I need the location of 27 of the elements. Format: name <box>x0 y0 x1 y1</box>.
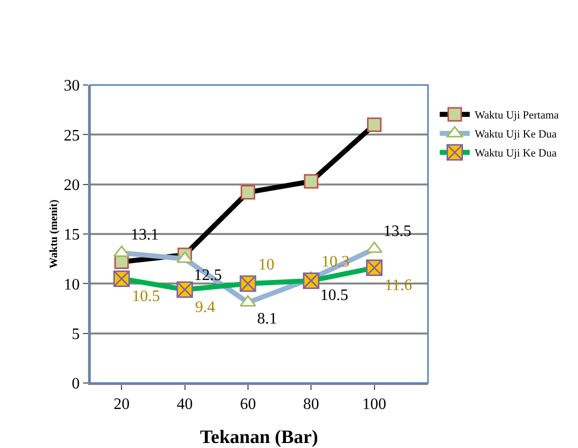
y-tick-label: 10 <box>64 276 80 294</box>
y-tick-label: 0 <box>72 376 80 393</box>
x-tick-label: 40 <box>176 396 193 414</box>
y-tick-label: 25 <box>64 127 80 144</box>
legend-label: Waktu Uji Pertama <box>474 110 559 122</box>
data-label: 13.1 <box>130 226 159 244</box>
legend-label: Waktu Uji Ke Dua <box>474 128 557 141</box>
x-tick-label: 60 <box>240 396 256 414</box>
y-tick-label: 15 <box>64 226 80 244</box>
y-axis-title: Waktu (menit) <box>48 199 60 268</box>
data-label: 9.4 <box>195 299 216 316</box>
y-tick-label: 30 <box>64 78 80 95</box>
x-axis-title: Tekanan (Bar) <box>200 427 318 448</box>
data-label: 13.5 <box>383 222 412 240</box>
data-label: 12.5 <box>194 266 222 284</box>
legend-label: Waktu Uji Ke Dua <box>474 148 557 160</box>
data-label: 10.5 <box>132 288 160 306</box>
data-label: 11.6 <box>384 277 412 294</box>
x-tick-label: 20 <box>114 396 130 414</box>
x-tick-label: 80 <box>303 396 320 414</box>
y-tick-label: 20 <box>64 176 80 194</box>
y-tick-label: 5 <box>72 326 80 343</box>
data-label: 8.1 <box>257 310 278 328</box>
x-tick-label: 100 <box>362 396 386 414</box>
data-label: 10.3 <box>321 253 350 270</box>
data-label: 10 <box>258 256 274 274</box>
data-label: 10.5 <box>320 286 348 304</box>
